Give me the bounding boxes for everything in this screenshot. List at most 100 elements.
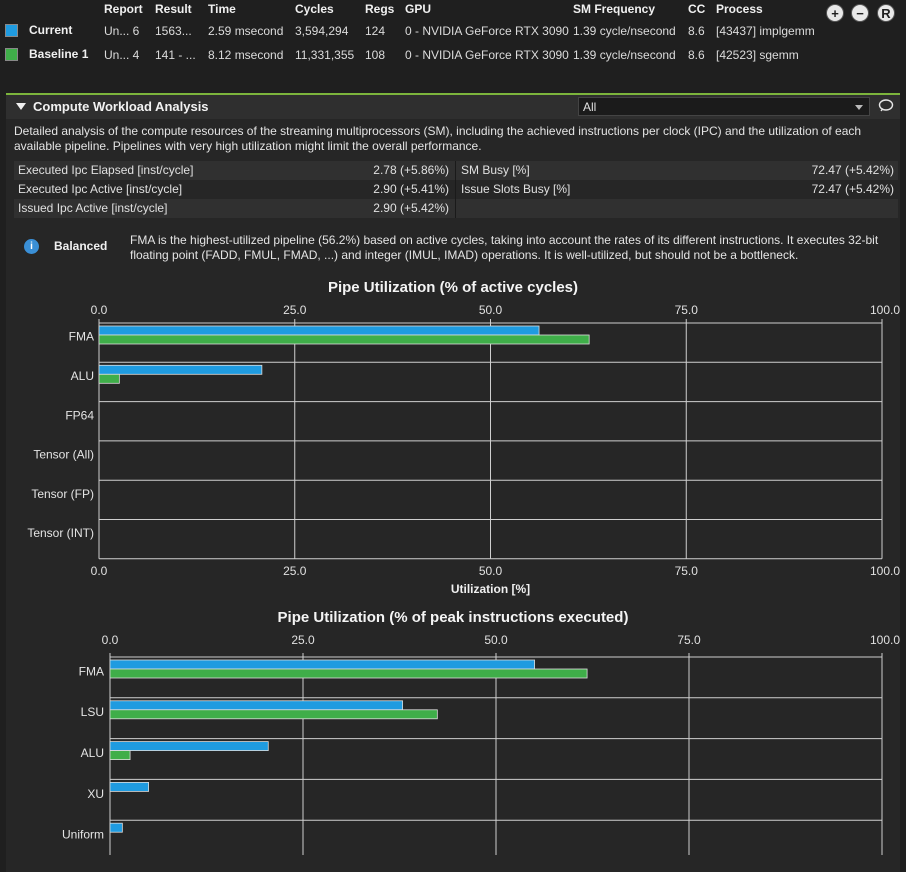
metrics-row: Executed Ipc Elapsed [inst/cycle] 2.78 (… <box>14 161 898 180</box>
current-result: 1563... <box>155 24 192 38</box>
metric-value: 2.90 (+5.41%) <box>373 182 449 196</box>
rule-message: FMA is the highest-utilized pipeline (56… <box>130 233 879 262</box>
metric-name: Executed Ipc Elapsed [inst/cycle] <box>18 163 194 177</box>
current-cycles: 3,594,294 <box>295 24 349 38</box>
x-tick-label-top: 75.0 <box>675 303 699 317</box>
x-tick-label-top: 0.0 <box>102 633 119 647</box>
y-category-label: LSU <box>81 705 104 719</box>
baseline-color-swatch <box>5 48 18 61</box>
x-axis-title: Utilization [%] <box>451 582 530 596</box>
info-icon[interactable]: i <box>24 239 39 254</box>
baseline-process: [42523] sgemm <box>716 48 799 62</box>
current-time: 2.59 msecond <box>208 24 284 38</box>
current-regs: 124 <box>365 24 386 38</box>
col-header-regs[interactable]: Regs <box>365 2 395 16</box>
rule-kind-label: Balanced <box>54 239 108 253</box>
chart-pipe-utilization-peak: 0.0 25.0 50.0 75.0 100.0 FMA LSU ALU XU Uniform <box>62 633 900 855</box>
x-tick-label-bottom: 50.0 <box>479 564 503 578</box>
comment-icon[interactable] <box>878 99 894 113</box>
col-header-gpu[interactable]: GPU <box>405 2 432 16</box>
bar-baseline-1 <box>109 668 588 679</box>
chart-pipe-utilization-active-cycles: 0.0 0.0 25.0 25.0 50.0 50.0 75.0 75.0 100.0 100.0… <box>27 303 900 596</box>
y-category-label: ALU <box>71 369 94 383</box>
bar-current <box>109 700 403 711</box>
col-header-sm-frequency[interactable]: SM Frequency <box>573 2 656 16</box>
current-sm-frequency: 1.39 cycle/nsecond <box>573 24 676 38</box>
y-category-label: Tensor (INT) <box>27 526 94 540</box>
bar-baseline-1 <box>98 373 120 384</box>
plus-circle-icon[interactable]: + <box>826 4 844 22</box>
bar-baseline-1 <box>109 750 131 760</box>
col-header-time[interactable]: Time <box>208 2 236 16</box>
metric-name: Issued Ipc Active [inst/cycle] <box>18 201 168 215</box>
x-tick-label-top: 50.0 <box>484 633 508 647</box>
x-tick-label-top: 0.0 <box>91 303 108 317</box>
x-tick-label-bottom: 0.0 <box>91 564 108 578</box>
filter-selected-value: All <box>583 100 597 114</box>
metric-value: 2.90 (+5.42%) <box>373 201 449 215</box>
current-cc: 8.6 <box>688 24 705 38</box>
y-category-label: XU <box>87 787 104 801</box>
y-category-label: FP64 <box>65 408 94 422</box>
baseline-time: 8.12 msecond <box>208 48 284 62</box>
bar-current <box>109 822 123 833</box>
current-gpu: 0 - NVIDIA GeForce RTX 3090 <box>405 24 569 38</box>
baseline-result: 141 - ... <box>155 48 196 62</box>
section-title[interactable]: Compute Workload Analysis <box>33 99 209 114</box>
x-tick-label-top: 25.0 <box>283 303 307 317</box>
metric-name: Issue Slots Busy [%] <box>461 182 571 196</box>
x-tick-label-top: 100.0 <box>870 303 900 317</box>
collapse-triangle-icon[interactable] <box>16 103 26 110</box>
y-category-label: ALU <box>81 746 104 760</box>
baseline-cc: 8.6 <box>688 48 705 62</box>
metric-value: 72.47 (+5.42%) <box>811 182 894 196</box>
y-category-label: Tensor (All) <box>33 448 94 462</box>
bar-current <box>98 325 540 336</box>
chevron-down-icon <box>855 105 863 110</box>
chart1-title: Pipe Utilization (% of active cycles) <box>327 279 579 296</box>
col-header-cycles[interactable]: Cycles <box>295 2 334 16</box>
col-header-result[interactable]: Result <box>155 2 192 16</box>
y-category-label: FMA <box>69 330 94 344</box>
results-table: Report Result Time Cycles Regs GPU SM Fr… <box>0 0 906 92</box>
baseline-gpu: 0 - NVIDIA GeForce RTX 3090 <box>405 48 569 62</box>
chart2-title: Pipe Utilization (% of peak instructions… <box>277 609 629 626</box>
col-header-report[interactable]: Report <box>104 2 143 16</box>
metric-name: Executed Ipc Active [inst/cycle] <box>18 182 183 196</box>
x-tick-label-top: 50.0 <box>479 303 503 317</box>
x-tick-label-bottom: 25.0 <box>283 564 307 578</box>
bar-baseline-1 <box>98 334 590 345</box>
row-label-current[interactable]: Current <box>29 23 73 37</box>
baseline-cycles: 11,331,355 <box>295 48 355 62</box>
bar-baseline-1 <box>109 709 438 720</box>
section-header[interactable]: Compute Workload Analysis All <box>6 95 900 119</box>
col-header-cc[interactable]: CC <box>688 2 706 16</box>
bar-current <box>109 659 536 670</box>
x-tick-label-top: 75.0 <box>677 633 701 647</box>
minus-circle-icon[interactable]: − <box>851 4 869 22</box>
current-report: Un... 6 <box>104 24 140 38</box>
compute-workload-section: Compute Workload Analysis All Detailed a… <box>6 93 900 872</box>
bar-current <box>98 364 263 375</box>
current-process: [43437] implgemm <box>716 24 815 38</box>
r-circle-icon[interactable]: R <box>877 4 895 22</box>
x-tick-label-bottom: 100.0 <box>870 564 900 578</box>
col-header-process[interactable]: Process <box>716 2 763 16</box>
metric-value: 72.47 (+5.42%) <box>811 163 894 177</box>
bar-current <box>109 781 149 792</box>
body-filter-dropdown[interactable]: All <box>578 97 870 116</box>
x-tick-label-top: 25.0 <box>291 633 315 647</box>
baseline-sm-frequency: 1.39 cycle/nsecond <box>573 48 676 62</box>
metric-value: 2.78 (+5.86%) <box>373 163 449 177</box>
y-category-label: Tensor (FP) <box>31 487 94 501</box>
y-category-label: FMA <box>79 664 104 678</box>
x-tick-label-bottom: 75.0 <box>675 564 699 578</box>
baseline-report: Un... 4 <box>104 48 140 62</box>
baseline-regs: 108 <box>365 48 386 62</box>
metrics-row: Executed Ipc Active [inst/cycle] 2.90 (+… <box>14 180 898 199</box>
row-label-baseline[interactable]: Baseline 1 <box>29 47 89 61</box>
current-color-swatch <box>5 24 18 37</box>
metrics-row: Issued Ipc Active [inst/cycle] 2.90 (+5.… <box>14 199 898 218</box>
x-tick-label-top: 100.0 <box>870 633 900 647</box>
bar-current <box>109 741 269 751</box>
